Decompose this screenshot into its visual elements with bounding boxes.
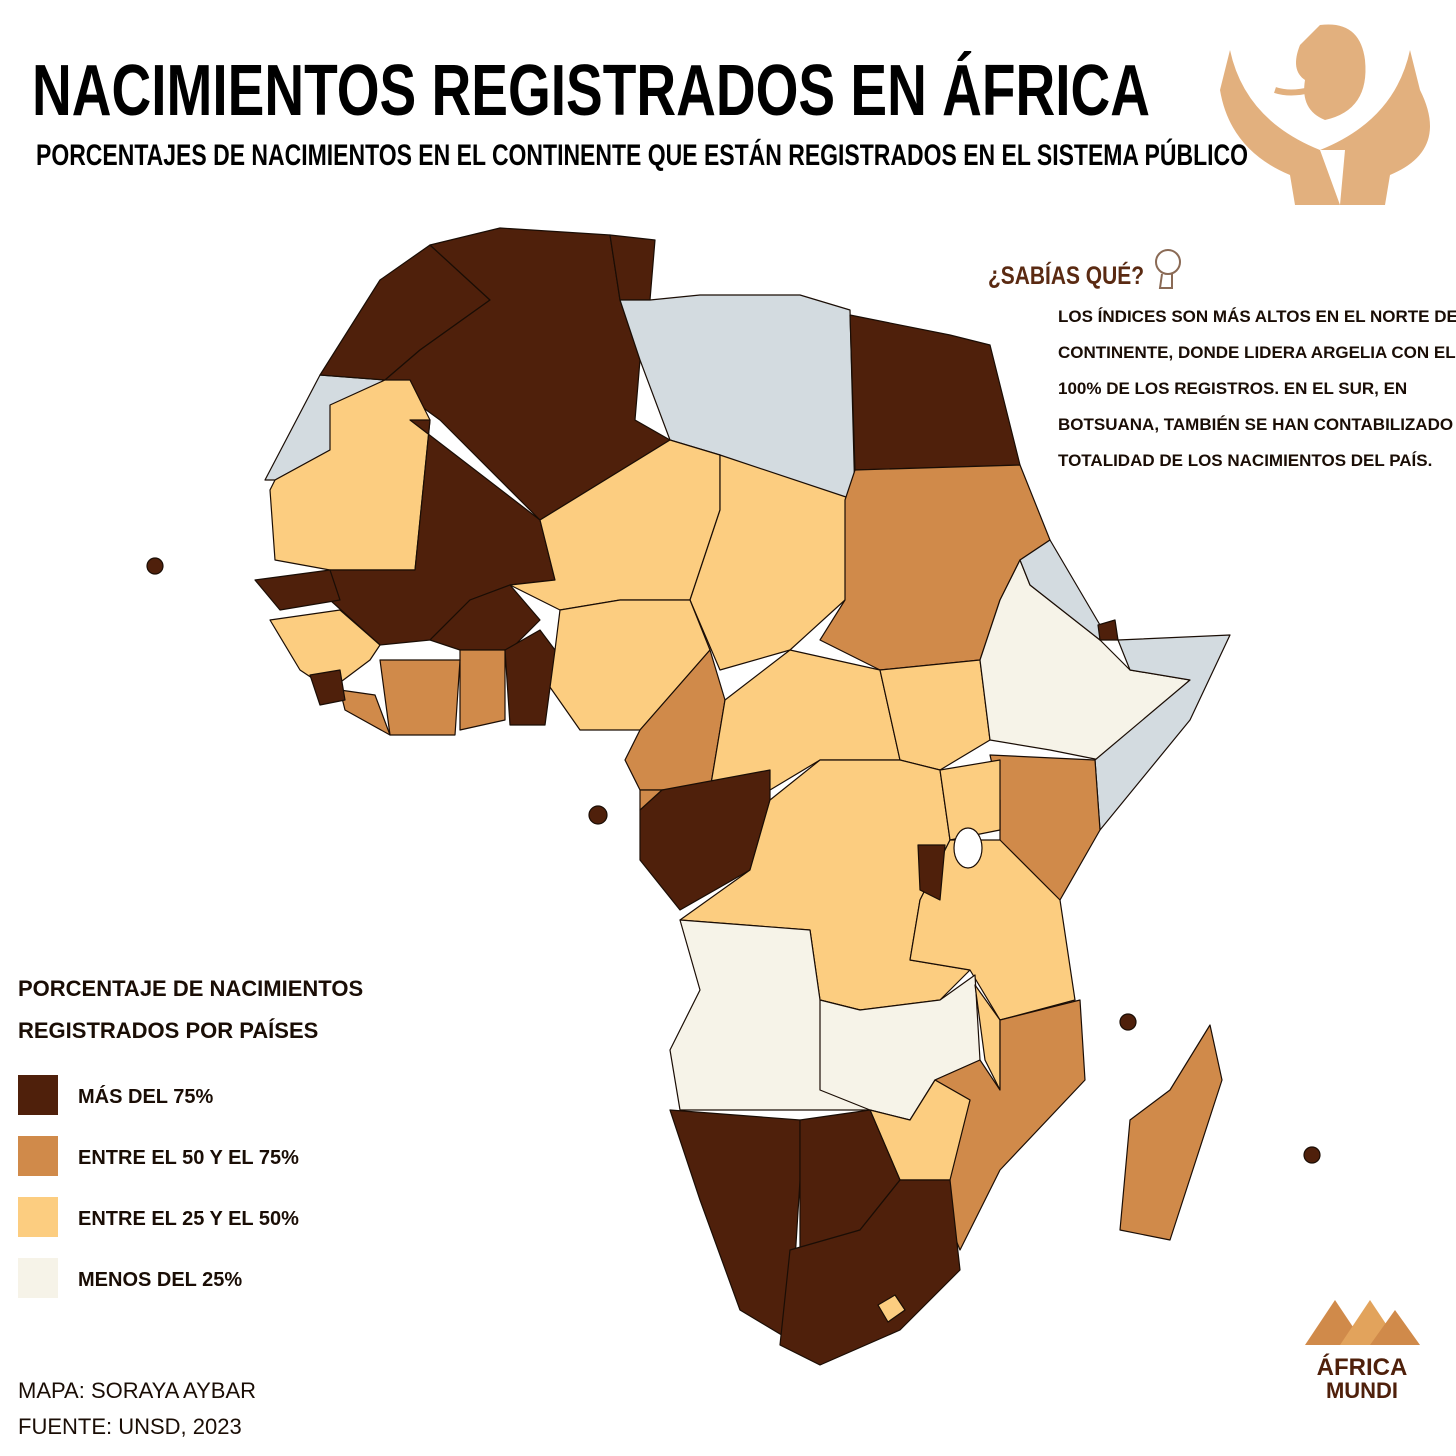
country [877, 1294, 906, 1323]
legend-title: PORCENTAJE DE NACIMIENTOS [18, 976, 363, 1001]
legend-label: ENTRE EL 25 Y EL 50% [78, 1208, 299, 1230]
country [504, 629, 556, 726]
icon [1220, 24, 1430, 205]
bulb-icon [1155, 249, 1181, 289]
credit: MAPA: SORAYA AYBAR [18, 1378, 256, 1403]
credit: FUENTE: UNSD, 2023 [18, 1414, 242, 1439]
lake [953, 827, 983, 869]
legend: PORCENTAJE DE NACIMIENTOS REGISTRADOS POR… [18, 976, 363, 1298]
africa-map [146, 227, 1321, 1366]
legend-swatch [18, 1075, 58, 1115]
island [1303, 1146, 1321, 1164]
legend-swatch [18, 1197, 58, 1237]
legend-label: MÁS DEL 75% [78, 1085, 213, 1108]
island [1119, 1013, 1137, 1031]
country [639, 769, 771, 911]
country [917, 844, 946, 901]
note-line: LOS ÍNDICES SON MÁS ALTOS EN EL NORTE DE… [1058, 307, 1456, 326]
country [879, 659, 991, 771]
country [269, 609, 381, 691]
note-line: 100% DE LOS REGISTROS. EN EL SUR, EN [1058, 379, 1407, 398]
note: LOS ÍNDICES SON MÁS ALTOS EN EL NORTE DE… [1058, 307, 1456, 470]
island [588, 805, 608, 825]
note-line: CONTINENTE, DONDE LIDERA ARGELIA CON EL [1058, 343, 1456, 362]
title: NACIMIENTOS REGISTRADOS EN ÁFRICA [32, 51, 1150, 131]
subtitle: PORCENTAJES DE NACIMIENTOS EN EL CONTINE… [36, 138, 1248, 172]
note-heading: ¿SABÍAS QUÉ? [988, 261, 1144, 290]
logo-text: MUNDI [1326, 1378, 1398, 1403]
country [309, 669, 346, 706]
credits: MAPA: SORAYA AYBAR FUENTE: UNSD, 2023 [18, 1378, 256, 1439]
country [459, 649, 506, 731]
note-line: BOTSUANA, TAMBIÉN SE HAN CONTABILIZADO L… [1058, 415, 1456, 434]
legend-label: ENTRE EL 50 Y EL 75% [78, 1147, 299, 1169]
legend-label: MENOS DEL 25% [78, 1269, 242, 1291]
island [146, 557, 164, 575]
country [379, 659, 461, 736]
legend-swatch [18, 1258, 58, 1298]
country [849, 314, 1021, 471]
logo: ÁFRICA MUNDI [1305, 1300, 1420, 1403]
country [339, 689, 391, 736]
country [779, 1179, 961, 1366]
legend-title: REGISTRADOS POR PAÍSES [18, 1018, 318, 1043]
logo-text: ÁFRICA [1317, 1353, 1408, 1381]
country [939, 759, 1001, 841]
country [254, 569, 341, 611]
country [1119, 1024, 1223, 1241]
note-line: TOTALIDAD DE LOS NACIMIENTOS DEL PAÍS. [1058, 451, 1432, 470]
legend-swatch [18, 1136, 58, 1176]
